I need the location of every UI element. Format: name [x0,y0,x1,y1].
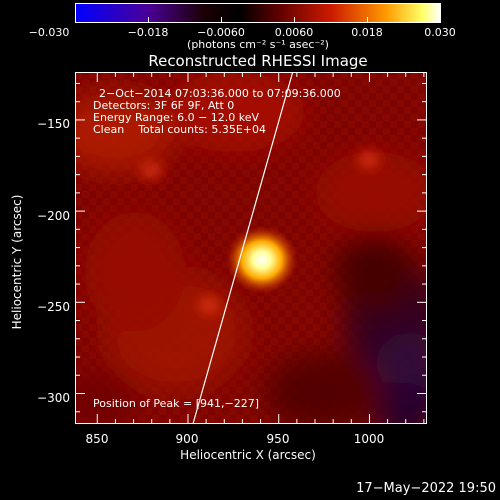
y-tick-label: −250 [37,300,70,314]
colorbar-tick: 0.018 [351,26,383,39]
y-tick-label: −300 [37,391,70,405]
solar-limb-line [192,72,294,424]
annotation-clean: Clean Total counts: 5.35E+04 [93,123,267,136]
peak-source [225,225,298,294]
peak-position-label: Position of Peak = [941,−227] [93,397,260,410]
source-blob [350,145,387,174]
colorbar-tick: −0.030 [28,26,70,39]
x-axis-label: Heliocentric X (arcsec) [180,448,316,462]
x-tick-label: 850 [85,432,109,446]
x-tick-label: 900 [175,432,199,446]
y-tick-label: −150 [37,117,70,131]
colorbar-tick: −0.0060 [197,26,245,39]
colorbar-units: (photons cm⁻² s⁻¹ asec⁻²) [187,38,329,51]
y-axis-label: Heliocentric Y (arcsec) [10,194,24,330]
annotation-detectors: Detectors: 3F 6F 9F, Att 0 [93,99,235,112]
x-tick-label: 950 [266,432,290,446]
colorbar-tick: 0.0060 [274,26,314,39]
source-blob [191,291,228,320]
y-tick-label: −200 [37,209,70,223]
heatmap-plot [75,72,427,424]
colorbar-tick: −0.018 [127,26,169,39]
colorbar [75,3,441,23]
source-blob [133,156,170,185]
datestamp: 17−May−2022 19:50 [356,481,496,496]
colorbar-tick: 0.030 [424,26,456,39]
annotation-time-range: 2−Oct−2014 07:03:36.000 to 07:09:36.000 [99,87,341,100]
x-tick-label: 1000 [353,432,385,446]
chart-title: Reconstructed RHESSI Image [148,52,368,70]
annotation-energy: Energy Range: 6.0 − 12.0 keV [93,111,260,124]
